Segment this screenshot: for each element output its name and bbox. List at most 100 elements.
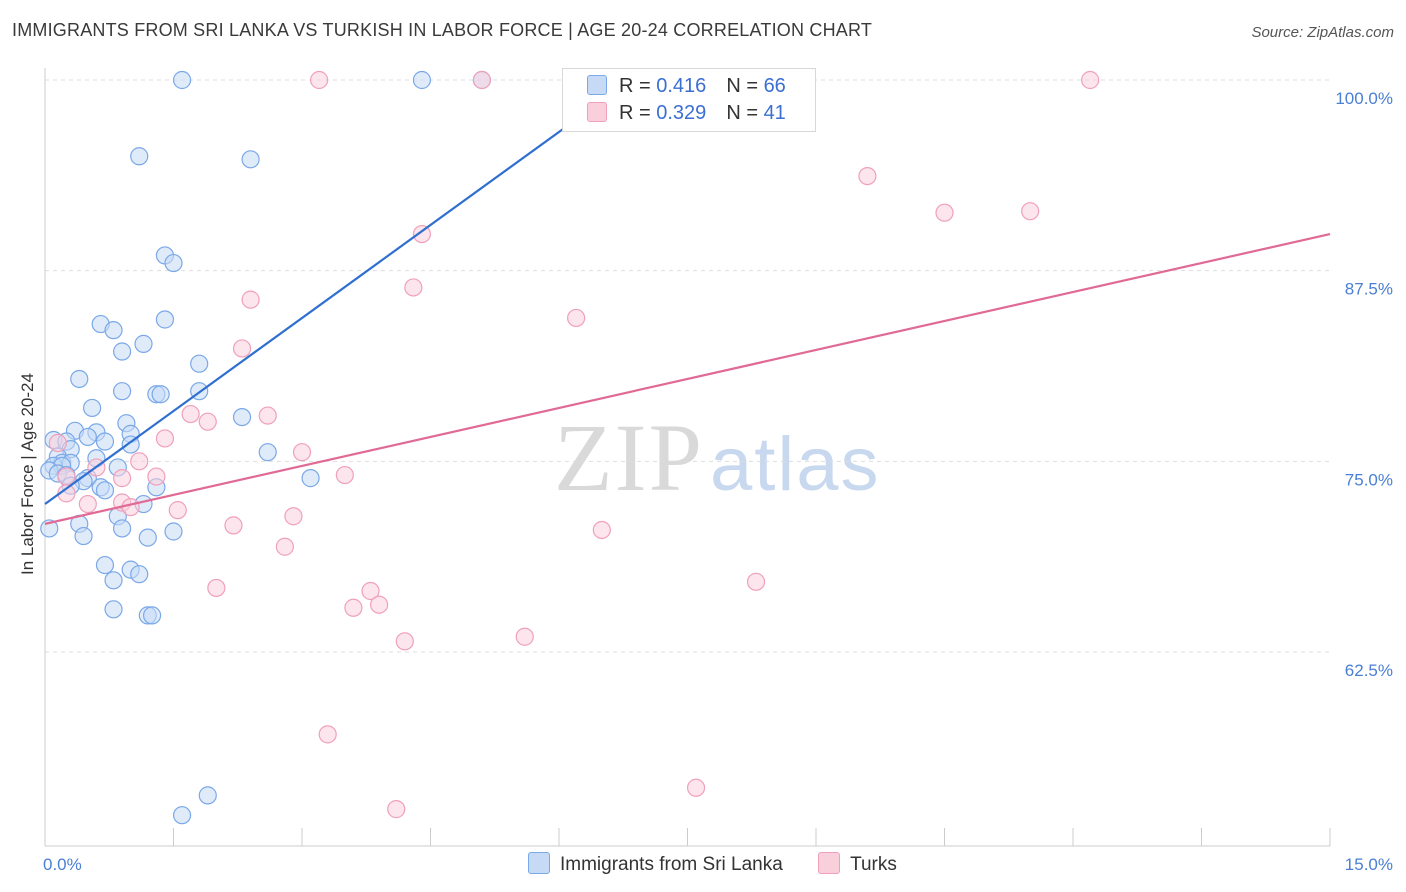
legend-r-value: 0.416 <box>656 75 707 97</box>
legend-r-label: R = <box>619 102 657 124</box>
sri-lanka-point <box>104 571 123 590</box>
sri-lanka-point <box>112 342 132 361</box>
turks-point <box>746 572 766 591</box>
sri-lanka-point <box>198 786 217 805</box>
series-turks-points <box>48 70 1100 819</box>
sri-lanka-point <box>138 528 157 547</box>
sri-lanka-point <box>95 432 115 451</box>
turks-point <box>515 627 534 646</box>
trendline-sri-lanka <box>44 124 569 505</box>
sri-lanka-point <box>104 321 123 340</box>
x-tick-label: 0.0% <box>43 855 82 874</box>
sri-lanka-point <box>172 806 192 825</box>
trendline-turks <box>44 232 1331 525</box>
y-tick-label: 100.0% <box>1335 89 1393 108</box>
sri-lanka-point <box>130 147 149 166</box>
turks-point <box>292 443 312 462</box>
sri-lanka-point <box>134 334 153 353</box>
legend-swatch-pink <box>818 852 841 874</box>
sri-lanka-point <box>74 526 93 546</box>
legend-n-label: N = <box>726 102 764 124</box>
sri-lanka-point <box>70 369 89 389</box>
sri-lanka-point <box>83 398 102 418</box>
stats-legend: R = 0.416 N = 66 R = 0.329 N = 41 <box>562 68 816 132</box>
watermark: ZIPatlas <box>554 402 881 513</box>
axes <box>44 68 1331 847</box>
sri-lanka-point <box>112 382 132 401</box>
turks-point <box>198 412 217 431</box>
turks-point <box>48 433 67 453</box>
legend-n-value: 66 <box>763 75 786 97</box>
legend-item-sri-lanka[interactable]: Immigrants from Sri Lanka <box>528 852 783 876</box>
sri-lanka-point <box>95 555 115 575</box>
turks-point <box>858 166 877 186</box>
turks-point <box>344 598 363 617</box>
legend-swatch-pink <box>587 102 607 122</box>
watermark-atlas: atlas <box>710 422 881 507</box>
turks-point <box>78 494 97 514</box>
turks-point <box>168 501 187 520</box>
sri-lanka-point <box>190 354 209 373</box>
legend-n-label: N = <box>726 75 764 97</box>
turks-point <box>567 308 586 328</box>
sri-lanka-point <box>142 606 162 625</box>
gridlines <box>45 79 1330 653</box>
sri-lanka-point <box>412 70 432 90</box>
sri-lanka-point <box>78 427 97 447</box>
sri-lanka-point <box>241 150 260 169</box>
sri-lanka-point <box>164 522 183 541</box>
sri-lanka-point <box>232 407 252 427</box>
series-sri-lanka-points <box>40 70 491 825</box>
legend-r-label: R = <box>619 75 657 97</box>
turks-point <box>335 465 354 485</box>
turks-point <box>1081 70 1100 90</box>
turks-point <box>310 70 329 90</box>
legend-row-sri-lanka: R = 0.416 N = 66 <box>587 75 786 99</box>
turks-point <box>181 404 200 424</box>
legend-item-turks[interactable]: Turks <box>818 852 897 876</box>
legend-swatch-blue <box>587 75 607 95</box>
legend-n-value: 41 <box>763 102 786 124</box>
turks-point <box>592 520 611 540</box>
legend-row-turks: R = 0.329 N = 41 <box>587 102 786 126</box>
turks-point <box>370 595 389 614</box>
chart-title: IMMIGRANTS FROM SRI LANKA VS TURKISH IN … <box>12 20 873 40</box>
legend-swatch-blue <box>528 852 550 874</box>
turks-point <box>147 467 166 486</box>
turks-point <box>258 406 277 425</box>
turks-point <box>472 70 491 90</box>
turks-point <box>1021 202 1040 221</box>
sri-lanka-point <box>258 443 277 462</box>
sri-lanka-point <box>155 310 175 329</box>
turks-point <box>387 800 406 819</box>
y-tick-label: 75.0% <box>1345 470 1393 489</box>
sri-lanka-point <box>301 469 320 488</box>
watermark-zip: ZIP <box>554 404 704 511</box>
turks-point <box>232 339 252 358</box>
turks-point <box>130 452 149 471</box>
sri-lanka-point <box>164 253 183 273</box>
turks-point <box>404 278 423 297</box>
sri-lanka-point <box>130 565 149 584</box>
turks-point <box>224 516 243 535</box>
source-label: Source: ZipAtlas.com <box>1251 24 1394 41</box>
y-tick-label: 87.5% <box>1345 280 1393 299</box>
legend-label-sri-lanka: Immigrants from Sri Lanka <box>560 854 783 875</box>
turks-point <box>207 578 226 598</box>
trendlines <box>44 124 1331 525</box>
turks-point <box>121 497 140 517</box>
turks-point <box>318 725 337 744</box>
sri-lanka-point <box>40 519 59 538</box>
y-tick-label: 62.5% <box>1345 661 1393 680</box>
sri-lanka-point <box>95 481 115 500</box>
turks-point <box>112 469 132 488</box>
turks-point <box>412 224 432 244</box>
legend-label-turks: Turks <box>850 854 897 875</box>
turks-point <box>241 290 260 309</box>
x-tick-label: 15.0% <box>1345 855 1393 874</box>
turks-point <box>935 203 954 222</box>
turks-point <box>395 632 414 651</box>
turks-point <box>361 581 380 601</box>
sri-lanka-point <box>112 519 132 538</box>
